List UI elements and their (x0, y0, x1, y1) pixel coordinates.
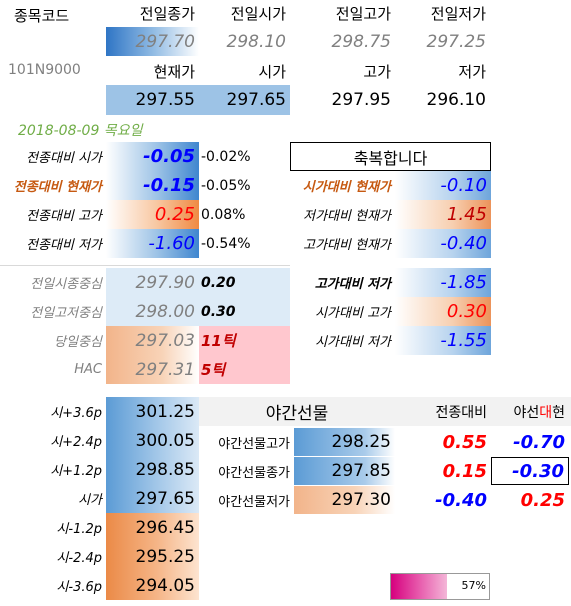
right-stat-label: 저가대비 현재가 (303, 209, 391, 224)
level-label: 시-3.6p (56, 580, 102, 595)
level-label: 시+1.2p (50, 464, 102, 479)
night-row-a: 0.15 (442, 460, 487, 482)
level-value: 297.65 (106, 484, 199, 513)
level-label: 시-2.4p (56, 551, 102, 566)
high-value: 297.95 (331, 90, 391, 110)
left-stat-label: 전종대비 고가 (26, 209, 102, 224)
left-stat-label: 전종대비 저가 (26, 238, 102, 253)
mid-stat-value: 297.03 (106, 326, 199, 355)
left-stat-pct: -0.05% (201, 177, 251, 194)
prev-high-value: 298.75 (331, 31, 391, 52)
night-row-label: 야간선물고가 (218, 436, 290, 452)
night-header-band (199, 397, 571, 426)
mid-stat-label: HAC (74, 362, 102, 377)
mid-stat-value: 297.90 (106, 268, 199, 297)
level-value: 295.25 (106, 542, 199, 571)
right-stat-value: -1.85 (395, 268, 491, 297)
col-prev-high: 전일고가 (335, 5, 391, 23)
date-line: 2018-08-09 목요일 (18, 123, 143, 139)
night-row-value: 297.85 (294, 457, 395, 485)
col-prev-close: 전일종가 (139, 5, 195, 23)
right-stat-value: -1.55 (395, 326, 491, 355)
mid-stat-label: 전일시종중심 (30, 277, 102, 292)
mid-stat-value: 297.31 (106, 355, 199, 384)
prev-close-value: 297.70 (106, 27, 199, 56)
night-row-value: 298.25 (294, 428, 395, 456)
greeting-box: 축복합니다 (290, 142, 491, 171)
level-value: 294.05 (106, 571, 199, 600)
level-label: 시가 (78, 493, 102, 508)
low-value: 296.10 (426, 90, 486, 110)
level-value: 300.05 (106, 426, 199, 455)
col-low: 저가 (458, 63, 486, 81)
level-value: 298.85 (106, 455, 199, 484)
level-value: 296.45 (106, 513, 199, 542)
mid-stat-extra: 0.20 (199, 268, 290, 297)
night-col-b: 야선 대 현 (491, 397, 569, 426)
mid-stat-value: 298.00 (106, 297, 199, 326)
right-stat-value: 0.30 (395, 297, 491, 326)
code-value: 101N9000 (8, 62, 81, 78)
night-col-b-part: 현 (552, 404, 565, 421)
left-stat-value: -0.05 (106, 142, 199, 171)
left-stat-label: 전종대비 현재가 (13, 180, 102, 195)
right-stat-label: 시가대비 고가 (315, 306, 391, 321)
night-row-label: 야간선물종가 (218, 465, 290, 481)
section-divider (0, 265, 290, 266)
mid-stat-extra: 0.30 (199, 297, 290, 326)
right-stat-value: -0.40 (395, 229, 491, 258)
right-stat-label: 고가대비 현재가 (303, 238, 391, 253)
left-stat-pct: 0.08% (201, 206, 246, 223)
mid-stat-extra: 11틱 (199, 326, 290, 355)
night-row-b: 0.25 (520, 489, 565, 511)
mid-stat-extra: 5틱 (199, 355, 290, 384)
level-label: 시-1.2p (56, 522, 102, 537)
code-label: 종목코드 (14, 7, 70, 25)
right-stat-label: 고가대비 저가 (314, 277, 391, 292)
left-stat-value: 0.25 (106, 200, 199, 229)
night-col-b-part: 야선 (513, 404, 540, 421)
night-row-value: 297.30 (294, 486, 395, 514)
night-row-label: 야간선물저가 (218, 494, 290, 510)
right-stat-value: 1.45 (395, 200, 491, 229)
prev-open-value: 298.10 (226, 31, 286, 52)
open-value: 297.65 (226, 90, 286, 110)
col-prev-low: 전일저가 (430, 5, 486, 23)
col-current: 현재가 (153, 63, 195, 81)
left-stat-pct: -0.02% (201, 148, 251, 165)
progress-bar: 57% (390, 573, 490, 600)
night-row-a: -0.40 (435, 489, 487, 511)
night-row-a: 0.55 (442, 431, 487, 453)
right-stat-label: 시가대비 저가 (315, 335, 391, 350)
progress-label: 57% (461, 579, 486, 592)
left-stat-pct: -0.54% (201, 235, 251, 252)
night-title: 야간선물 (265, 404, 329, 424)
night-row-b: -0.30 (491, 457, 569, 485)
left-stat-label: 전종대비 시가 (26, 151, 102, 166)
level-label: 시+2.4p (50, 435, 102, 450)
mid-stat-label: 당일중심 (54, 335, 102, 350)
left-stat-value: -0.15 (106, 171, 199, 200)
night-col-a: 전종대비 (435, 404, 487, 421)
prev-low-value: 297.25 (426, 31, 486, 52)
night-col-b-part: 대 (539, 404, 553, 421)
progress-fill (391, 574, 447, 599)
level-label: 시+3.6p (50, 406, 102, 421)
mid-stat-label: 전일고저중심 (30, 306, 102, 321)
col-prev-open: 전일시가 (230, 5, 286, 23)
current-value: 297.55 (135, 90, 195, 110)
current-open-band (106, 85, 290, 115)
right-stat-label: 시가대비 현재가 (302, 180, 391, 195)
col-high: 고가 (363, 63, 391, 81)
left-stat-value: -1.60 (106, 229, 199, 258)
col-open: 시가 (258, 63, 286, 81)
level-value: 301.25 (106, 397, 199, 426)
right-stat-value: -0.10 (395, 171, 491, 200)
night-row-b: -0.70 (513, 431, 565, 453)
